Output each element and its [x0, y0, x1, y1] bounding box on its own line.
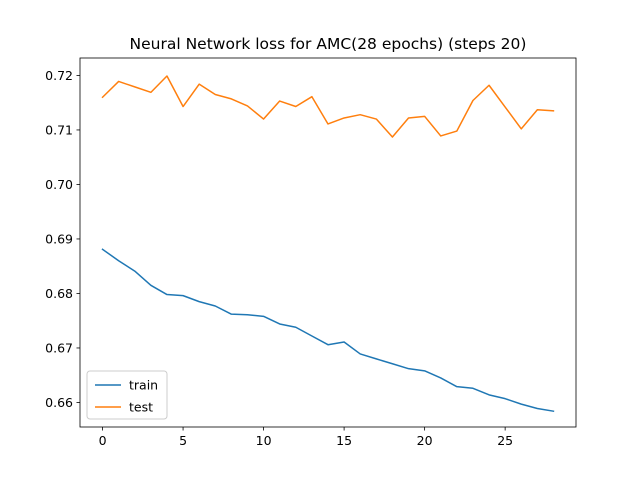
- axes: 0 5 10 15 20 25 0.66 0.67 0.68 0.69 0.70 0.71 0.72: [45, 57, 577, 448]
- legend[interactable]: train test: [86, 370, 168, 420]
- plot-frame: [79, 57, 577, 428]
- series-line-test: [101, 75, 555, 138]
- y-tick-label: 0.67: [45, 340, 73, 355]
- chart-title: Neural Network loss for AMC(28 epochs) (…: [130, 35, 527, 53]
- plot-lines: [101, 75, 555, 413]
- x-tick-label: 0: [99, 433, 107, 448]
- series-line-train: [101, 248, 555, 413]
- y-tick-label: 0.68: [45, 286, 73, 301]
- y-tick-label: 0.72: [45, 68, 73, 83]
- x-tick-label: 5: [179, 433, 187, 448]
- x-tick-label: 15: [336, 433, 352, 448]
- y-tick-label: 0.71: [45, 122, 73, 137]
- y-tick-label: 0.69: [45, 231, 73, 246]
- x-tick-label: 10: [256, 433, 272, 448]
- legend-label-test: test: [129, 400, 153, 415]
- x-tick-label: 20: [417, 433, 433, 448]
- y-tick-label: 0.70: [45, 177, 73, 192]
- legend-label-train: train: [129, 378, 158, 393]
- y-tick-label: 0.66: [45, 395, 73, 410]
- x-tick-label: 25: [497, 433, 513, 448]
